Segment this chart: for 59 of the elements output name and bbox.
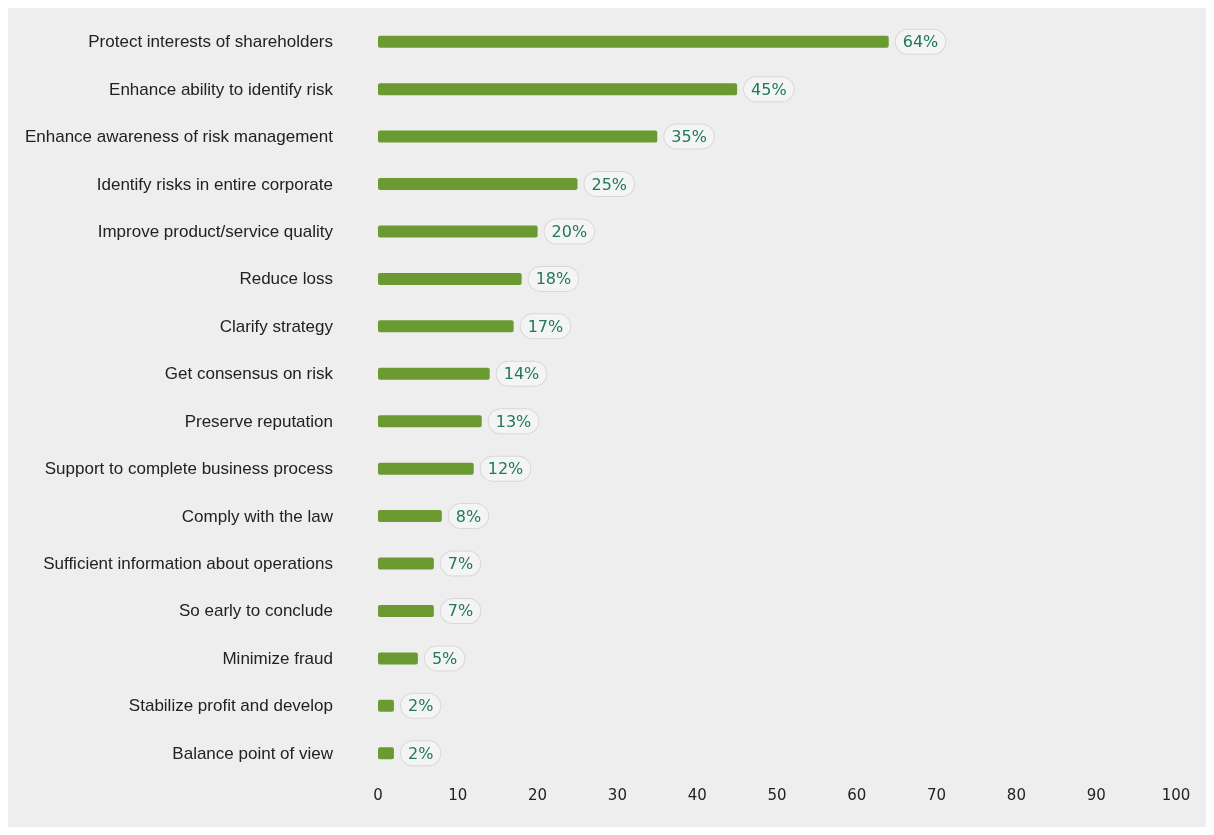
data-label: 13% bbox=[495, 411, 532, 431]
y-tick-label: Preserve reputation bbox=[184, 411, 333, 431]
x-tick-label: 90 bbox=[1086, 785, 1106, 804]
bar bbox=[378, 510, 442, 523]
bar bbox=[378, 699, 394, 712]
y-tick-label: Enhance awareness of risk management bbox=[24, 127, 334, 147]
bar bbox=[378, 225, 538, 238]
y-tick-label: Support to complete business process bbox=[44, 459, 333, 479]
x-tick-label: 30 bbox=[607, 785, 627, 804]
x-tick-label: 100 bbox=[1161, 785, 1191, 804]
y-tick-label: Sufficient information about operations bbox=[43, 554, 333, 574]
data-label: 2% bbox=[407, 696, 434, 716]
bar bbox=[378, 557, 434, 570]
data-label: 12% bbox=[487, 459, 524, 479]
y-tick-label: So early to conclude bbox=[178, 601, 333, 621]
y-tick-label: Minimize fraud bbox=[222, 648, 333, 668]
data-label: 64% bbox=[902, 32, 939, 52]
bar bbox=[378, 178, 578, 191]
x-tick-label: 70 bbox=[927, 785, 947, 804]
x-tick-label: 40 bbox=[687, 785, 707, 804]
bar bbox=[378, 604, 434, 617]
data-label: 14% bbox=[503, 364, 540, 384]
bar bbox=[378, 367, 490, 380]
y-tick-label: Get consensus on risk bbox=[164, 364, 334, 384]
data-label: 25% bbox=[591, 174, 628, 194]
data-label: 17% bbox=[527, 316, 564, 336]
bar bbox=[378, 35, 889, 48]
y-tick-label: Clarify strategy bbox=[219, 316, 334, 336]
y-tick-label: Identify risks in entire corporate bbox=[96, 174, 333, 194]
x-tick-label: 20 bbox=[528, 785, 548, 804]
data-label: 7% bbox=[447, 554, 474, 574]
y-tick-label: Improve product/service quality bbox=[97, 221, 334, 241]
bar bbox=[378, 462, 474, 475]
y-tick-label: Reduce loss bbox=[239, 269, 333, 289]
y-tick-label: Enhance ability to identify risk bbox=[109, 79, 334, 99]
y-tick-label: Balance point of view bbox=[172, 743, 334, 763]
data-label: 20% bbox=[551, 221, 588, 241]
bar bbox=[378, 415, 482, 428]
data-label: 2% bbox=[407, 743, 434, 763]
y-tick-label: Protect interests of shareholders bbox=[88, 32, 333, 52]
data-label: 8% bbox=[455, 506, 482, 526]
x-tick-label: 50 bbox=[767, 785, 787, 804]
x-tick-label: 60 bbox=[847, 785, 867, 804]
data-label: 5% bbox=[431, 648, 458, 668]
y-tick-label: Comply with the law bbox=[181, 506, 334, 526]
bar bbox=[378, 747, 394, 760]
data-label: 35% bbox=[671, 127, 707, 147]
y-tick-label: Stabilize profit and develop bbox=[128, 696, 333, 716]
x-tick-label: 10 bbox=[448, 785, 468, 804]
bar bbox=[378, 130, 658, 143]
data-label: 7% bbox=[447, 601, 474, 621]
data-label: 18% bbox=[535, 269, 572, 289]
bar bbox=[378, 272, 522, 285]
bar bbox=[378, 83, 738, 96]
x-tick-label: 0 bbox=[373, 785, 383, 804]
bar bbox=[378, 320, 514, 333]
bar bbox=[378, 652, 418, 665]
x-tick-label: 80 bbox=[1006, 785, 1026, 804]
data-label: 45% bbox=[751, 79, 787, 99]
